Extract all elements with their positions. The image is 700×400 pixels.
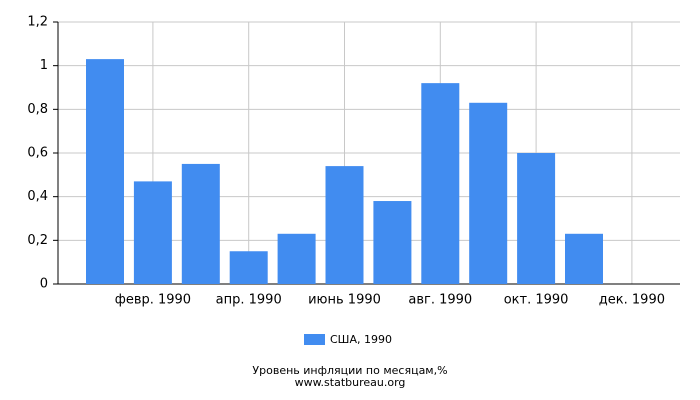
- y-tick-label: 0,2: [27, 233, 48, 248]
- x-tick-label: дек. 1990: [599, 293, 665, 308]
- x-tick-label: окт. 1990: [504, 293, 569, 308]
- y-tick-label: 0,4: [27, 189, 48, 204]
- bar: [421, 83, 460, 284]
- x-tick-label: июнь 1990: [308, 293, 381, 308]
- legend-label: США, 1990: [330, 333, 392, 346]
- bar: [86, 59, 124, 284]
- bar: [277, 233, 316, 284]
- bar: [565, 233, 603, 284]
- bar: [325, 166, 364, 284]
- bar: [229, 251, 268, 284]
- source: www.statbureau.org: [295, 376, 406, 389]
- bar: [517, 153, 556, 284]
- y-tick-label: 0,8: [27, 102, 48, 117]
- x-tick-label: авг. 1990: [408, 293, 472, 308]
- legend-swatch: [304, 334, 325, 345]
- bar: [133, 181, 172, 284]
- bar: [469, 102, 508, 285]
- y-tick-label: 1: [40, 58, 48, 73]
- x-tick-label: февр. 1990: [115, 293, 191, 308]
- bar: [373, 201, 412, 284]
- chart-title: Уровень инфляции по месяцам,%: [252, 364, 447, 377]
- x-tick-label: апр. 1990: [216, 293, 282, 308]
- y-tick-label: 0: [40, 277, 48, 292]
- y-tick-label: 0,6: [27, 146, 48, 161]
- bar: [181, 163, 220, 284]
- y-tick-label: 1,2: [27, 15, 48, 30]
